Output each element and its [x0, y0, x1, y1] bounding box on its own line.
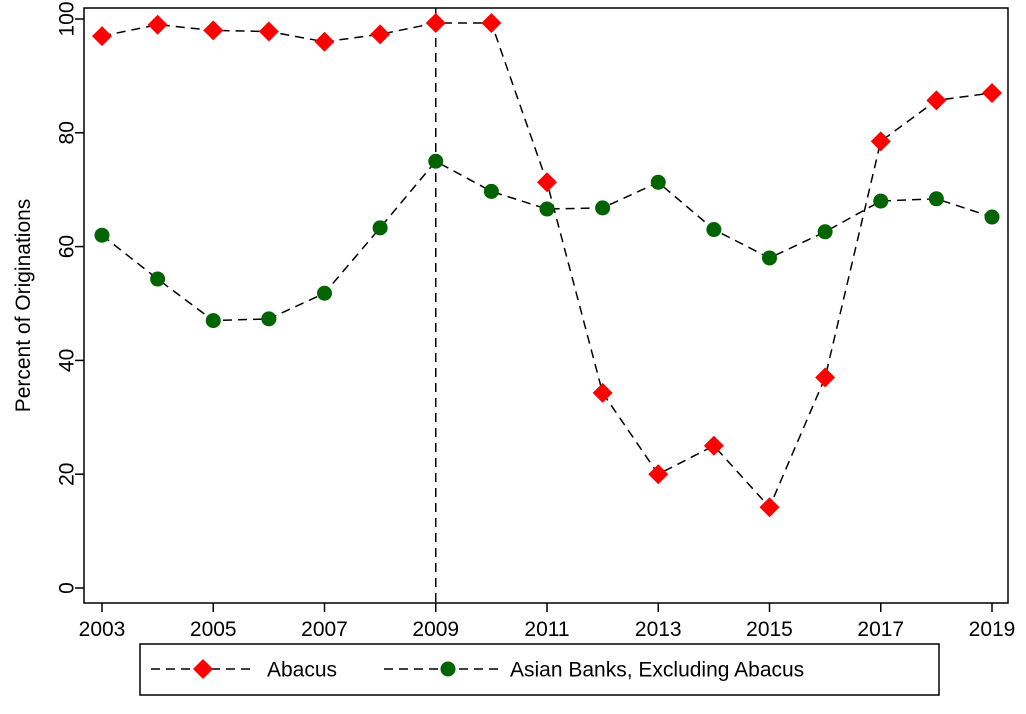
y-axis: 0 20 40 60 80 100 [55, 1, 84, 594]
x-tick-label: 2005 [190, 618, 237, 641]
x-tick-label: 2003 [79, 618, 126, 641]
data-point [483, 183, 499, 199]
data-point [258, 21, 279, 42]
y-tick-label: 40 [55, 349, 78, 372]
plot-border [83, 7, 1009, 604]
data-point [539, 201, 555, 217]
data-point [815, 367, 836, 388]
legend-box [139, 643, 940, 696]
y-tick-label: 20 [55, 463, 78, 486]
series-asian-banks [94, 153, 1000, 329]
data-point [703, 435, 724, 456]
x-tick-label: 2011 [524, 618, 569, 641]
data-point [372, 220, 388, 236]
legend-entry: Asian Banks, Excluding Abacus [384, 658, 804, 681]
data-point [870, 131, 891, 152]
data-point [261, 311, 277, 327]
data-point [592, 382, 613, 403]
x-tick-label: 2017 [857, 618, 904, 641]
data-point [928, 191, 944, 207]
x-tick-label: 2015 [746, 618, 793, 641]
data-point [650, 174, 666, 190]
data-point [205, 313, 221, 329]
data-point [428, 153, 444, 169]
legend: Abacus Asian Banks, Excluding Abacus [139, 643, 940, 696]
x-tick-label: 2009 [412, 618, 459, 641]
data-point [759, 497, 780, 518]
data-point [425, 12, 446, 33]
data-point [203, 20, 224, 41]
plot-frame [83, 7, 1009, 604]
data-point [984, 209, 1000, 225]
data-point [94, 227, 110, 243]
data-point [147, 14, 168, 35]
data-point [648, 464, 669, 485]
y-tick-label: 60 [55, 235, 78, 258]
data-point [370, 24, 391, 45]
data-point [481, 12, 502, 33]
data-point [150, 271, 166, 287]
x-tick-label: 2019 [969, 618, 1016, 641]
legend-label: Asian Banks, Excluding Abacus [510, 658, 804, 681]
x-tick-label: 2007 [301, 618, 348, 641]
series-line [101, 22, 993, 509]
legend-marker [193, 659, 213, 679]
data-point [317, 285, 332, 301]
data-point [314, 31, 335, 52]
y-axis-title: Percent of Originations [12, 199, 35, 413]
data-point [706, 222, 722, 238]
data-point [537, 172, 557, 193]
legend-entry: Abacus [151, 658, 337, 681]
x-tick-label: 2013 [635, 618, 682, 641]
legend-label: Abacus [267, 658, 337, 681]
y-tick-label: 100 [55, 1, 78, 36]
y-tick-label: 0 [55, 582, 78, 594]
data-point [595, 200, 611, 216]
legend-marker [440, 661, 456, 677]
data-point [817, 224, 833, 240]
data-point [873, 193, 889, 209]
data-point [92, 26, 112, 47]
plot-area [92, 12, 1002, 518]
y-tick-label: 80 [55, 121, 78, 144]
data-point [926, 90, 947, 111]
series-line [101, 160, 993, 322]
series-abacus [92, 12, 1002, 518]
x-axis: 2003 2005 2007 2009 2011 2013 2015 2017 2019 [79, 603, 1016, 641]
data-point [982, 82, 1002, 103]
data-point [762, 250, 777, 266]
